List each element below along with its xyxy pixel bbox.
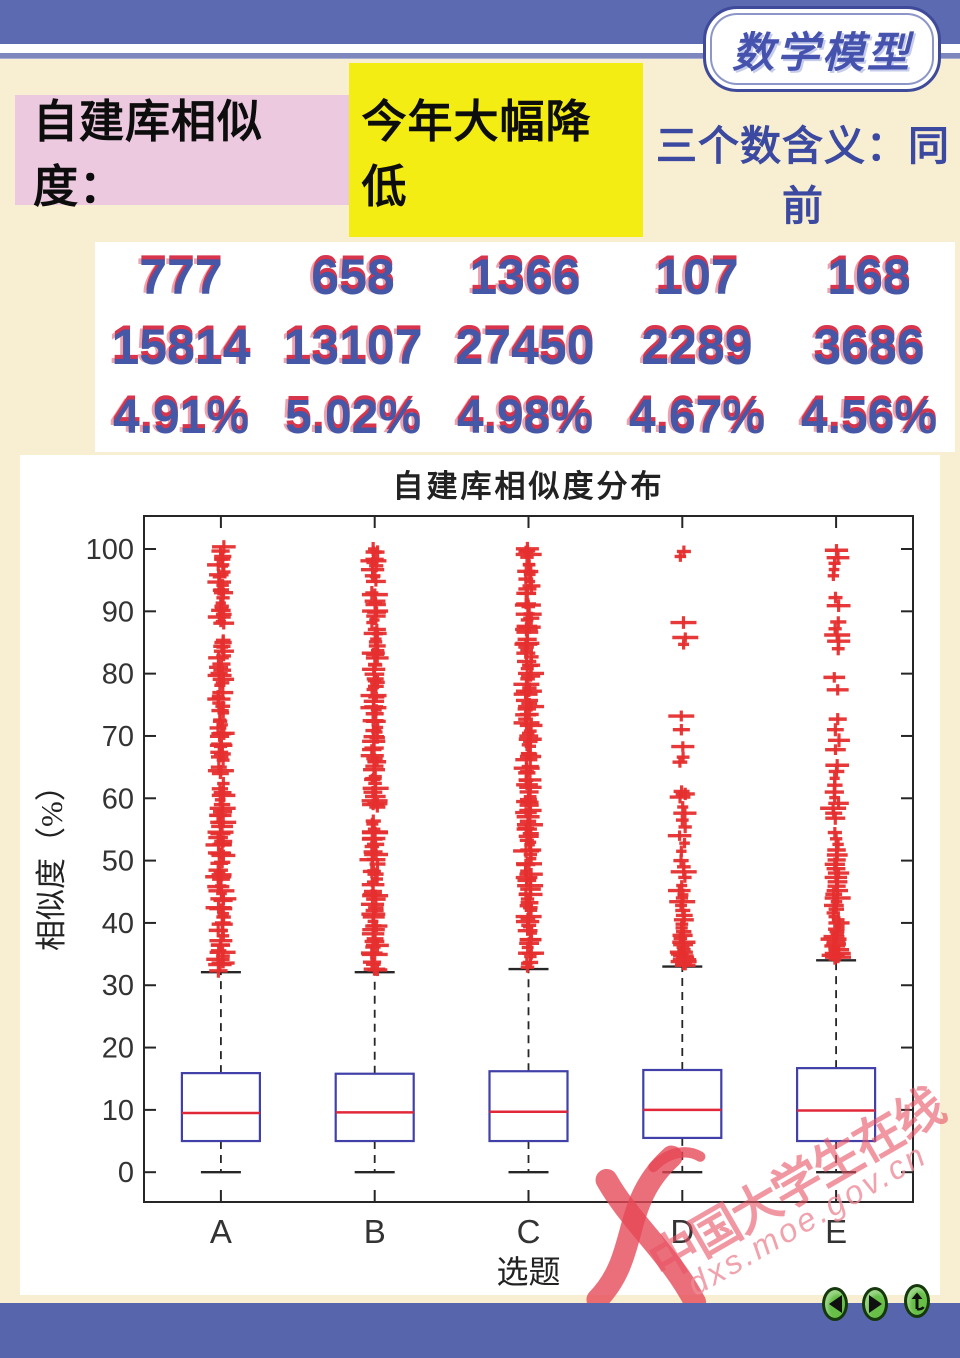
banner-title-text: 自建库相似度：	[33, 96, 264, 212]
svg-text:100: 100	[86, 534, 134, 566]
stat-value: 15814	[111, 319, 251, 375]
svg-text:D: D	[670, 1213, 694, 1250]
title-banner: 自建库相似度： 今年大幅降低	[15, 63, 643, 237]
svg-text:60: 60	[102, 783, 134, 815]
return-arrow-icon	[911, 1292, 925, 1311]
stat-value: 4.56%	[800, 390, 938, 444]
svg-text:70: 70	[102, 721, 134, 753]
banner-highlight-text: 今年大幅降低	[349, 63, 643, 237]
prev-button[interactable]	[822, 1287, 848, 1321]
svg-text:50: 50	[102, 846, 134, 878]
stat-value: 2289	[641, 319, 753, 375]
stat-value: 27450	[455, 319, 595, 375]
svg-text:80: 80	[102, 659, 134, 691]
stat-value: 3686	[813, 319, 925, 375]
svg-text:E: E	[825, 1213, 847, 1250]
svg-text:30: 30	[102, 970, 134, 1002]
math-model-logo-badge: 数学模型	[703, 6, 941, 92]
svg-text:10: 10	[102, 1095, 134, 1127]
arrow-right-icon	[868, 1295, 882, 1313]
stat-value: 1366	[469, 249, 581, 305]
stat-value: 5.02%	[284, 390, 422, 444]
svg-text:0: 0	[118, 1157, 134, 1189]
stat-value: 4.91%	[112, 390, 250, 444]
stat-value: 13107	[283, 319, 423, 375]
boxplot-chart-panel: 自建库相似度分布 选题 相似度（%） 0 10 20 30 40 50 60 70 80 90 100 A B…	[20, 455, 940, 1295]
footer-bar	[0, 1303, 960, 1358]
header-stripe-blue	[0, 53, 960, 59]
svg-text:选题: 选题	[496, 1254, 560, 1290]
svg-text:B: B	[364, 1213, 386, 1250]
stat-value: 4.67%	[628, 390, 766, 444]
stats-grid: 777 658 1366 107 168 15814 13107 27450 2289 3686 4…	[95, 242, 955, 452]
svg-text:20: 20	[102, 1033, 134, 1065]
arrow-left-icon	[828, 1295, 842, 1313]
stat-value: 107	[655, 249, 739, 305]
svg-text:自建库相似度分布: 自建库相似度分布	[393, 469, 665, 504]
svg-text:40: 40	[102, 908, 134, 940]
logo-text: 数学模型	[731, 28, 912, 76]
return-button[interactable]	[904, 1284, 930, 1318]
svg-text:C: C	[517, 1213, 541, 1250]
svg-text:A: A	[210, 1213, 232, 1250]
stat-value: 658	[311, 249, 395, 305]
stat-value: 777	[139, 249, 223, 305]
header-stripe-white	[0, 44, 960, 53]
svg-text:90: 90	[102, 596, 134, 628]
stat-value: 4.98%	[456, 390, 594, 444]
svg-text:相似度（%）: 相似度（%）	[34, 770, 69, 951]
next-button[interactable]	[862, 1287, 888, 1321]
side-note-text: 三个数含义：同前	[656, 123, 950, 229]
stat-value: 168	[827, 249, 911, 305]
